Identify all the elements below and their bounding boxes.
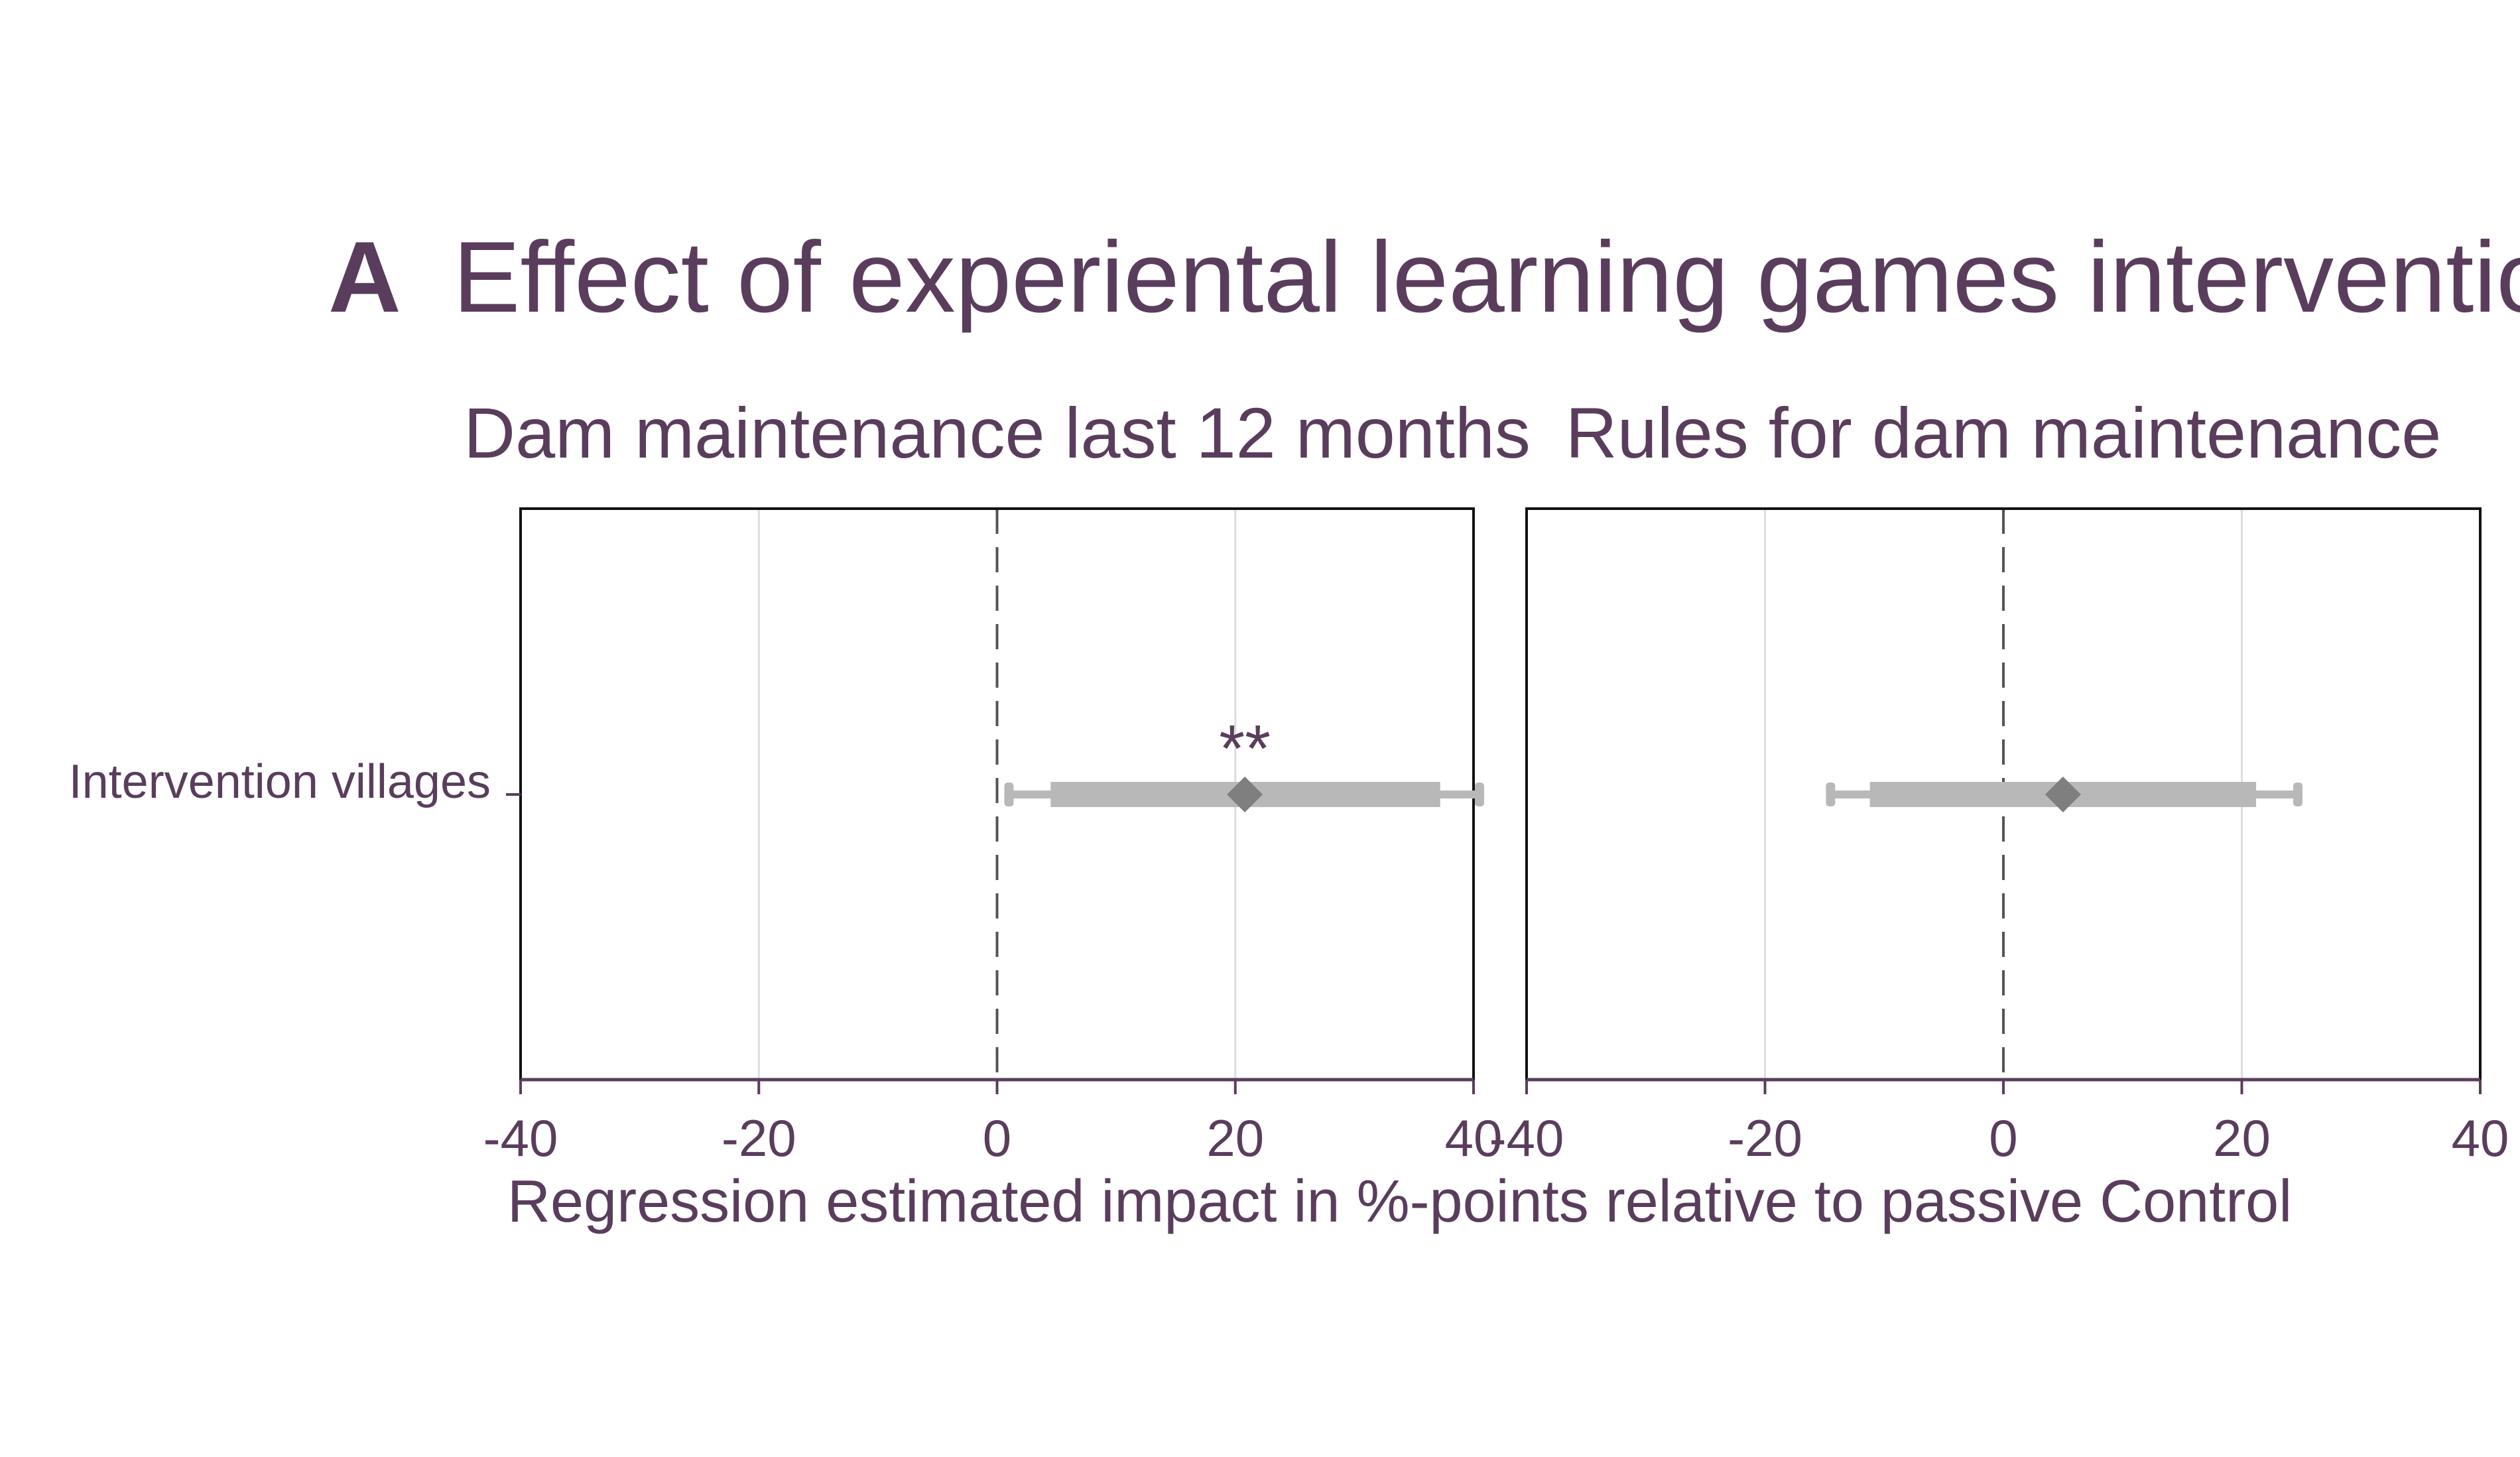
x-tick-label: 40 bbox=[1445, 1109, 1503, 1167]
panel-2: Rules for dam maintenance -40 -20 0 20 40 bbox=[1489, 393, 2509, 1167]
x-tick-label: -40 bbox=[1489, 1109, 1564, 1167]
x-tick-label: 0 bbox=[1989, 1109, 2017, 1167]
panel-letter: A bbox=[328, 221, 401, 334]
x-tick-label: 0 bbox=[983, 1109, 1011, 1167]
figure-title: A Effect of experiental learning games i… bbox=[328, 221, 2520, 334]
category-label: Intervention villages bbox=[69, 755, 491, 808]
point-estimate-marker bbox=[1227, 777, 1263, 812]
x-tick-label: -20 bbox=[1728, 1109, 1802, 1167]
ci95-cap bbox=[1004, 783, 1014, 806]
x-tick-label: -40 bbox=[483, 1109, 558, 1167]
ci95-cap bbox=[1474, 783, 1484, 806]
point-estimate-marker bbox=[2045, 777, 2081, 812]
significance-stars: ** bbox=[1219, 712, 1271, 786]
panel-subtitle: Rules for dam maintenance bbox=[1566, 393, 2442, 473]
x-axis-label: Regression estimated impact in %-points … bbox=[507, 1169, 2292, 1235]
panels-group: Dam maintenance last 12 months -40 -20 0 20 4… bbox=[464, 393, 2509, 1167]
x-tick-label: 20 bbox=[1206, 1109, 1264, 1167]
panel-1: Dam maintenance last 12 months -40 -20 0 20 4… bbox=[464, 393, 1531, 1167]
ci95-cap bbox=[1826, 783, 1836, 806]
x-tick-label: 40 bbox=[2452, 1109, 2509, 1167]
ci95-cap bbox=[2293, 783, 2302, 806]
title-text: Effect of experiental learning games int… bbox=[453, 221, 2520, 334]
x-tick-label: 20 bbox=[2213, 1109, 2271, 1167]
x-tick-label: -20 bbox=[722, 1109, 796, 1167]
panel-subtitle: Dam maintenance last 12 months bbox=[464, 393, 1531, 473]
